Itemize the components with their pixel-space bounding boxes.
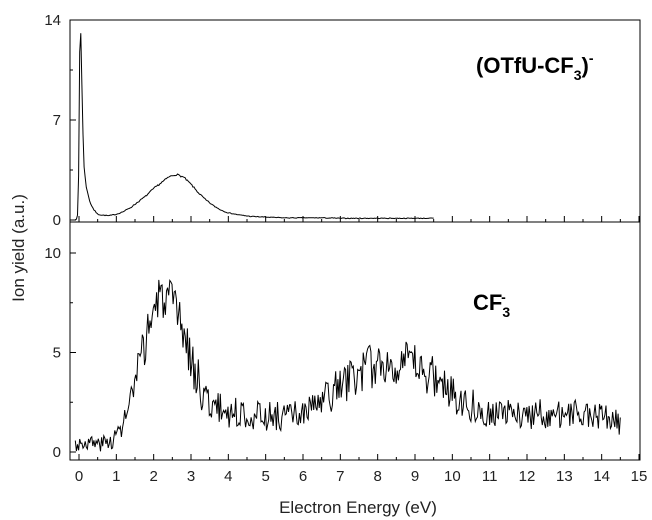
x-tick-label: 8 — [373, 468, 381, 485]
top-panel-annotation: (OTfU-CF3)- — [476, 50, 594, 83]
bottom-panel-annotation: CF3- — [473, 289, 510, 320]
x-tick-label: 13 — [556, 468, 573, 485]
top-series-line — [75, 33, 434, 221]
bottom-series-line — [74, 278, 621, 452]
bottom-panel: 0 5 10 CF3- — [44, 221, 641, 461]
top-y-tick-label: 7 — [53, 112, 61, 129]
bottom-panel-frame — [69, 221, 641, 461]
x-tick-label: 7 — [336, 468, 344, 485]
top-y-tick-label: 14 — [44, 12, 61, 29]
x-tick-label: 9 — [411, 468, 419, 485]
x-tick-label: 12 — [519, 468, 536, 485]
bottom-y-tick-label: 0 — [53, 444, 61, 461]
x-tick-label: 0 — [75, 468, 83, 485]
top-panel-frame — [69, 19, 641, 223]
bottom-y-tick-label: 5 — [53, 345, 61, 362]
x-axis-title: Electron Energy (eV) — [279, 498, 437, 517]
y-axis-title: Ion yield (a.u.) — [9, 194, 28, 302]
top-panel: 0 7 14 (OTfU-CF3)- — [44, 12, 641, 229]
x-tick-label: 2 — [149, 468, 157, 485]
x-tick-label: 10 — [444, 468, 461, 485]
x-tick-label: 15 — [631, 468, 648, 485]
top-y-tick-label: 0 — [53, 212, 61, 229]
x-tick-label: 1 — [112, 468, 120, 485]
bottom-y-tick-label: 10 — [44, 245, 61, 262]
top-panel-ticks: 0 7 14 — [44, 12, 640, 229]
x-tick-label: 14 — [593, 468, 610, 485]
x-tick-label: 11 — [482, 468, 498, 485]
x-tick-label: 4 — [224, 468, 232, 485]
bottom-panel-ticks: 0 5 10 — [44, 245, 640, 461]
x-tick-label: 3 — [187, 468, 195, 485]
x-tick-labels: 0 1 2 3 4 5 6 7 8 9 10 11 12 13 14 15 — [75, 468, 648, 485]
x-tick-label: 5 — [261, 468, 269, 485]
x-tick-label: 6 — [299, 468, 307, 485]
